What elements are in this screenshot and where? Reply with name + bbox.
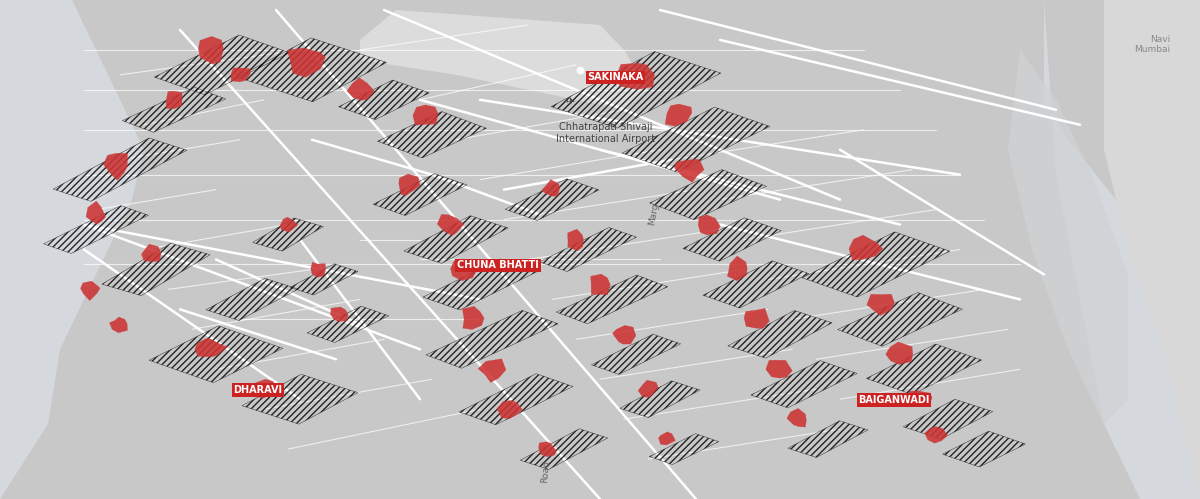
Polygon shape (766, 360, 792, 378)
Polygon shape (659, 432, 676, 445)
Text: Navi
Mumbai: Navi Mumbai (1134, 35, 1170, 54)
Polygon shape (541, 180, 559, 196)
Polygon shape (904, 391, 932, 407)
Polygon shape (850, 235, 883, 260)
Polygon shape (413, 105, 438, 125)
Polygon shape (194, 338, 228, 357)
Polygon shape (252, 379, 275, 398)
Polygon shape (866, 294, 894, 315)
Polygon shape (665, 104, 692, 126)
Polygon shape (450, 259, 475, 280)
Polygon shape (86, 201, 106, 224)
Polygon shape (638, 380, 658, 397)
Polygon shape (103, 153, 127, 181)
Polygon shape (497, 401, 523, 419)
Polygon shape (232, 68, 251, 82)
Text: ✈: ✈ (565, 97, 575, 107)
Polygon shape (80, 281, 100, 300)
Polygon shape (698, 215, 720, 235)
Polygon shape (347, 78, 374, 100)
Polygon shape (744, 308, 769, 328)
Text: DHARAVI: DHARAVI (234, 385, 282, 395)
Polygon shape (618, 63, 654, 89)
Polygon shape (539, 442, 557, 457)
Polygon shape (311, 262, 325, 277)
Polygon shape (280, 217, 298, 232)
Text: Road: Road (540, 460, 552, 483)
Text: Marg: Marg (648, 203, 660, 227)
Text: Chhatrapati Shivaji
International Airport: Chhatrapati Shivaji International Airpor… (557, 122, 655, 144)
Text: SAKINAKA: SAKINAKA (588, 72, 643, 82)
Polygon shape (674, 159, 704, 182)
Polygon shape (612, 325, 636, 344)
Text: BAIGANWADI: BAIGANWADI (858, 395, 930, 405)
Polygon shape (109, 317, 127, 333)
Polygon shape (462, 306, 484, 329)
Polygon shape (198, 36, 223, 64)
Polygon shape (1044, 0, 1200, 499)
Polygon shape (287, 48, 325, 77)
Polygon shape (398, 174, 420, 196)
Polygon shape (478, 359, 506, 383)
Text: CHUNA BHATTI: CHUNA BHATTI (457, 260, 539, 270)
Polygon shape (1104, 0, 1200, 499)
Polygon shape (166, 91, 182, 109)
Polygon shape (590, 274, 611, 295)
Polygon shape (437, 215, 464, 236)
Polygon shape (330, 307, 348, 321)
Polygon shape (142, 244, 161, 262)
Polygon shape (925, 427, 948, 443)
Polygon shape (568, 229, 583, 251)
Polygon shape (0, 0, 144, 499)
Polygon shape (1008, 50, 1128, 424)
Polygon shape (787, 408, 806, 427)
Polygon shape (886, 342, 913, 365)
Polygon shape (727, 256, 748, 281)
Polygon shape (360, 10, 648, 110)
